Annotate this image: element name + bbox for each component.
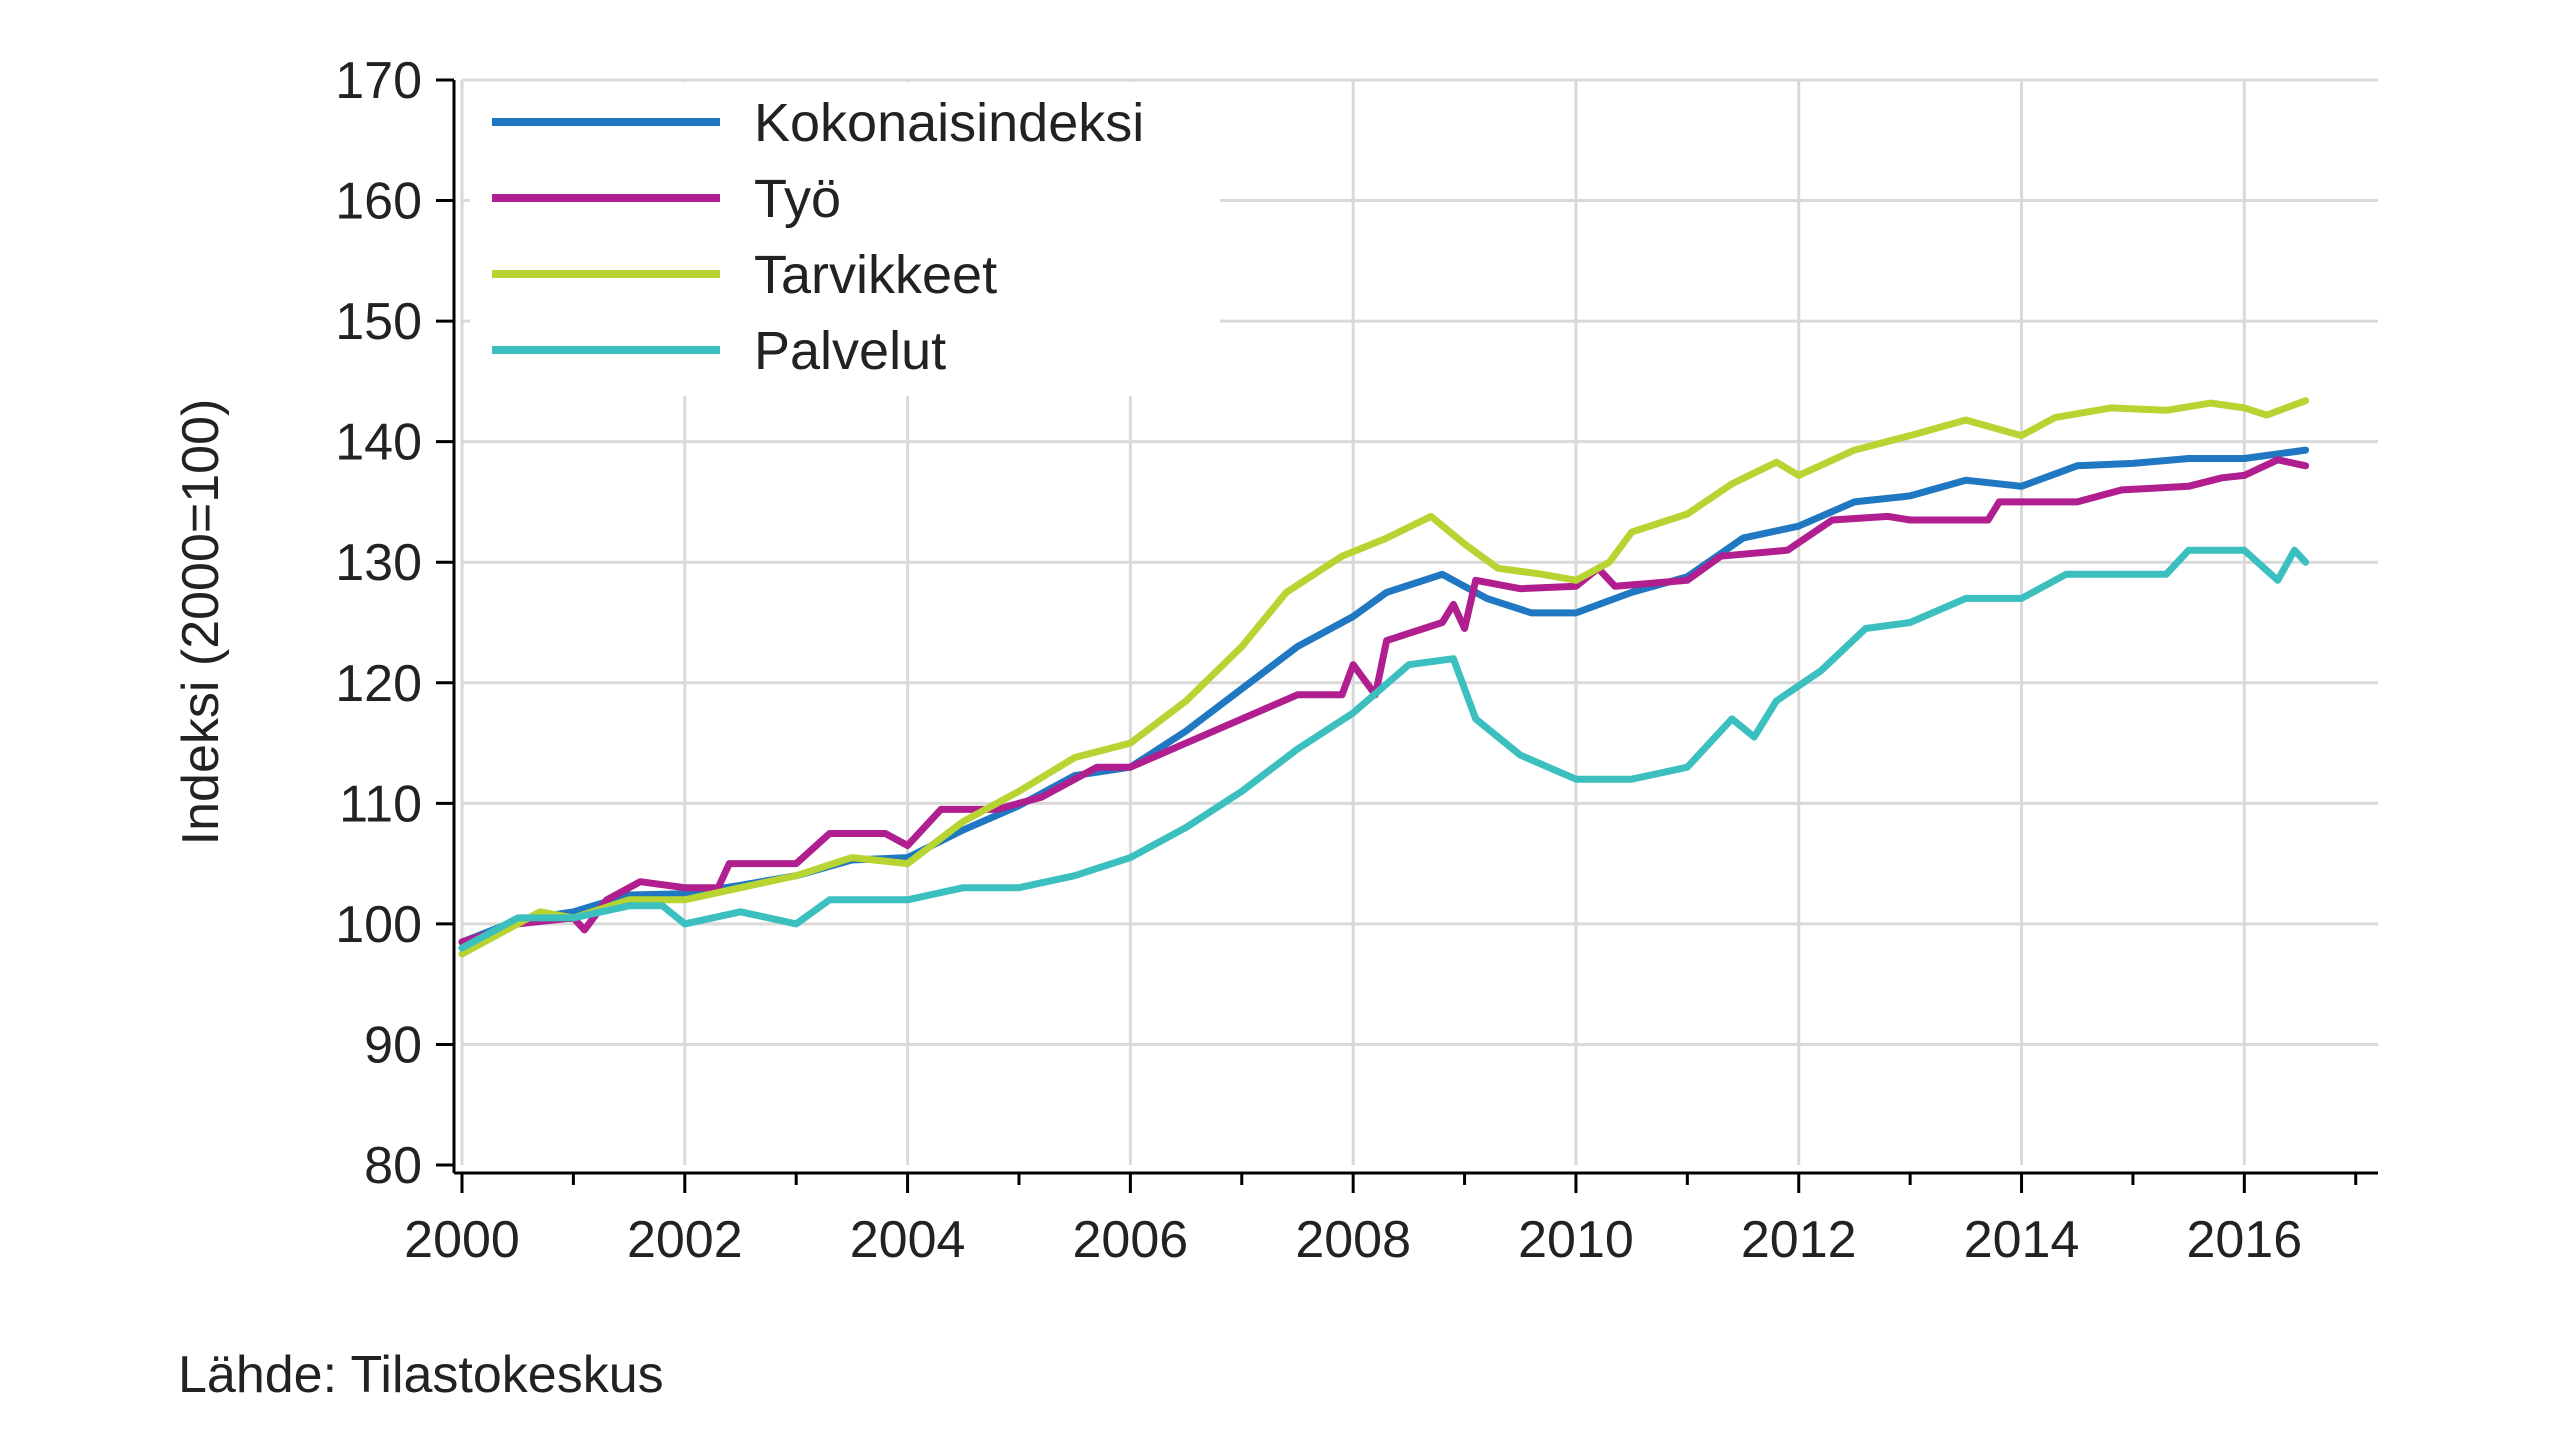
- legend-label-työ: Työ: [754, 169, 841, 229]
- y-axis-title: Indeksi (2000=100): [172, 399, 230, 846]
- y-tick-label-110: 110: [339, 775, 422, 833]
- x-tick-label-2012: 2012: [1741, 1211, 1857, 1269]
- axes: 80 90 100 110 120 130 140 150 160 170 2000 2002 2004…: [335, 52, 2378, 1269]
- x-tick-label-2010: 2010: [1518, 1211, 1634, 1269]
- legend-label-palvelut: Palvelut: [754, 321, 946, 381]
- legend-label-kokonaisindeksi: Kokonaisindeksi: [754, 93, 1144, 153]
- x-tick-label-2004: 2004: [850, 1211, 966, 1269]
- y-tick-label-120: 120: [335, 655, 422, 713]
- legend: Kokonaisindeksi Työ Tarvikkeet Palvelut: [470, 82, 1220, 396]
- y-tick-label-100: 100: [335, 896, 422, 954]
- y-tick-label-150: 150: [335, 293, 422, 351]
- x-tick-label-2002: 2002: [627, 1211, 743, 1269]
- source-note: Lähde: Tilastokeskus: [178, 1346, 664, 1404]
- y-tick-label-130: 130: [335, 534, 422, 592]
- y-tick-label-170: 170: [335, 52, 422, 110]
- series-line-työ: [458, 456, 2310, 946]
- x-tick-label-2006: 2006: [1073, 1211, 1189, 1269]
- series-line-tarvikkeet: [458, 397, 2310, 958]
- x-tick-label-2008: 2008: [1295, 1211, 1411, 1269]
- y-tick-label-80: 80: [364, 1137, 422, 1195]
- x-tick-label-2014: 2014: [1964, 1211, 2080, 1269]
- y-tick-label-90: 90: [364, 1016, 422, 1074]
- y-tick-label-140: 140: [335, 414, 422, 472]
- legend-label-tarvikkeet: Tarvikkeet: [754, 245, 997, 305]
- series-line-kokonaisindeksi: [458, 446, 2310, 946]
- legend-background: [470, 82, 1220, 396]
- x-tick-label-2000: 2000: [404, 1211, 520, 1269]
- y-tick-label-160: 160: [335, 173, 422, 231]
- series-line-palvelut: [458, 546, 2310, 952]
- x-tick-label-2016: 2016: [2186, 1211, 2302, 1269]
- series-lines: [458, 397, 2310, 958]
